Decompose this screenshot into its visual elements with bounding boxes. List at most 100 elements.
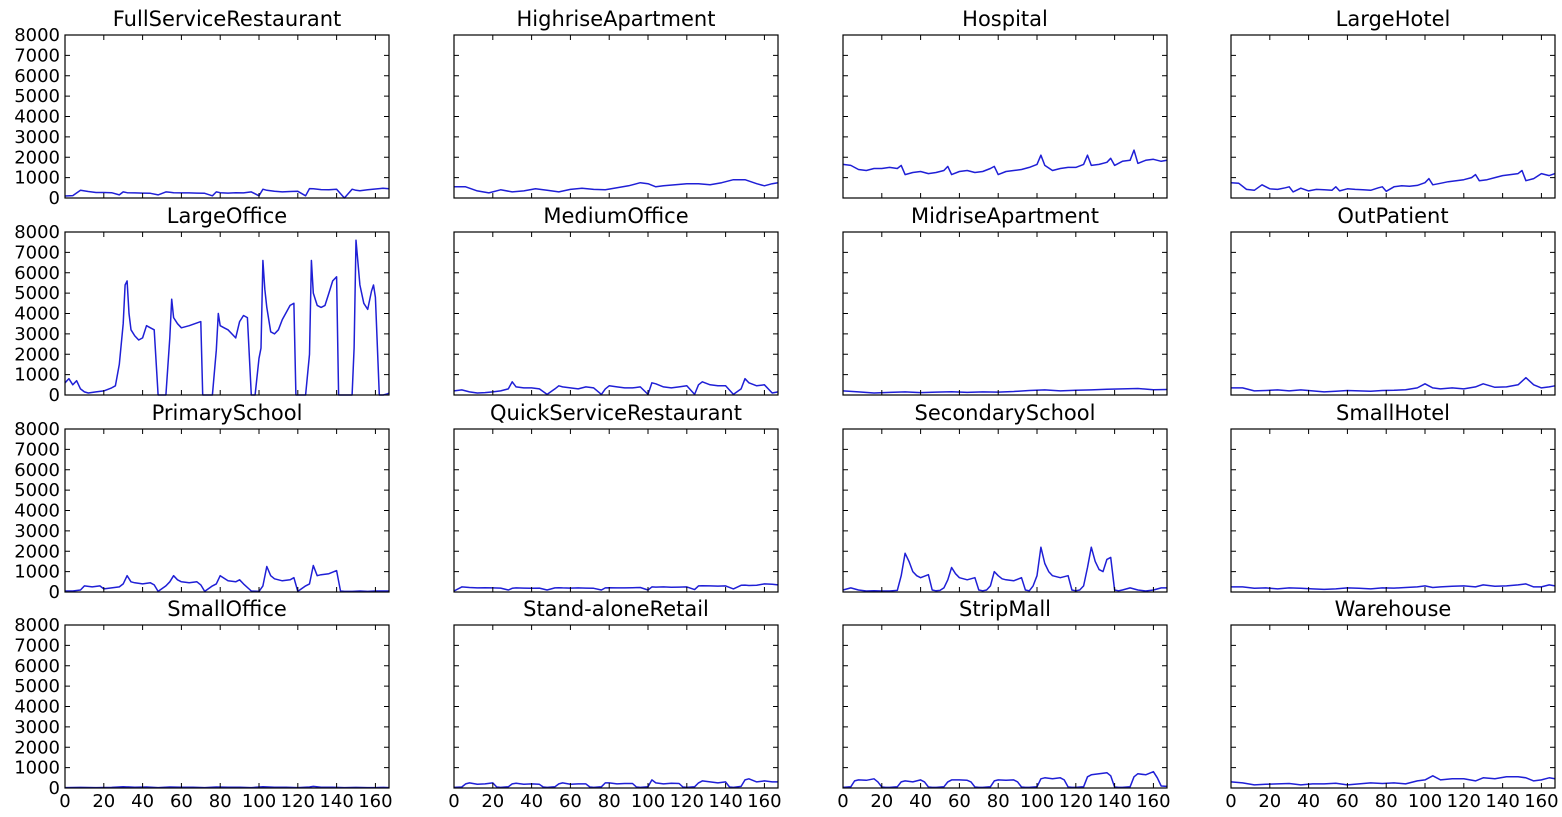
series-line xyxy=(842,387,1168,394)
x-tick-label: 120 xyxy=(1059,791,1093,812)
series-line xyxy=(453,583,779,592)
panel-stand-aloneretail: Stand-aloneRetail 0 20 40 60 80 100 120 140 160 xyxy=(448,597,781,812)
plot-frame xyxy=(453,231,779,396)
plot-frame xyxy=(64,428,390,593)
plot-frame xyxy=(453,34,779,199)
y-tick-label: 4000 xyxy=(14,304,60,325)
panel-title: SmallHotel xyxy=(1336,401,1450,425)
x-tick-label: 80 xyxy=(987,791,1010,812)
x-tick-label: 0 xyxy=(448,791,459,812)
panel-title: Warehouse xyxy=(1335,597,1452,621)
y-tick-label: 4000 xyxy=(14,697,60,718)
panel-largehotel: LargeHotel xyxy=(1230,7,1556,199)
y-tick-label: 7000 xyxy=(14,635,60,656)
panel-largeoffice: LargeOffice 01000200030004000500060007000… xyxy=(14,204,390,406)
y-tick-label: 1000 xyxy=(14,365,60,386)
panel-mediumoffice: MediumOffice xyxy=(453,204,779,396)
panel-title: LargeHotel xyxy=(1336,7,1451,31)
panel-hospital: Hospital xyxy=(842,7,1168,199)
x-tick-label: 40 xyxy=(1297,791,1320,812)
x-tick-label: 160 xyxy=(1136,791,1170,812)
x-tick-label: 60 xyxy=(948,791,971,812)
plot-frame xyxy=(1230,428,1556,593)
x-tick-label: 0 xyxy=(1225,791,1236,812)
y-tick-label: 5000 xyxy=(14,480,60,501)
series-line xyxy=(842,546,1167,592)
panel-highriseapartment: HighriseApartment xyxy=(453,7,779,199)
panel-title: StripMall xyxy=(959,597,1051,621)
x-tick-label: 80 xyxy=(598,791,621,812)
x-tick-label: 120 xyxy=(670,791,704,812)
panel-smallhotel: SmallHotel xyxy=(1230,401,1556,593)
series-line xyxy=(454,178,779,194)
y-tick-label: 8000 xyxy=(14,25,60,46)
x-tick-label: 100 xyxy=(1408,791,1442,812)
y-tick-label: 5000 xyxy=(14,283,60,304)
y-tick-label: 1000 xyxy=(14,758,60,779)
y-tick-label: 2000 xyxy=(14,147,60,168)
y-tick-label: 8000 xyxy=(14,615,60,636)
x-tick-label: 140 xyxy=(1097,791,1131,812)
plot-frame xyxy=(1230,624,1556,789)
series-line xyxy=(1230,169,1556,193)
panel-title: PrimarySchool xyxy=(152,401,303,425)
y-tick-label: 6000 xyxy=(14,263,60,284)
panel-title: MediumOffice xyxy=(543,204,688,228)
panel-title: LargeOffice xyxy=(167,204,287,228)
x-tick-label: 80 xyxy=(1375,791,1398,812)
y-tick-label: 2000 xyxy=(14,541,60,562)
y-tick-label: 0 xyxy=(49,778,60,799)
panel-title: OutPatient xyxy=(1337,204,1448,228)
panel-title: MidriseApartment xyxy=(911,204,1099,228)
y-tick-label: 0 xyxy=(49,385,60,406)
plot-frame xyxy=(64,231,390,396)
series-line xyxy=(453,377,779,396)
y-tick-label: 7000 xyxy=(14,439,60,460)
y-tick-label: 0 xyxy=(49,188,60,209)
x-tick-label: 140 xyxy=(1485,791,1519,812)
y-tick-label: 4000 xyxy=(14,501,60,522)
panel-warehouse: Warehouse 0 20 40 60 80 100 120 140 160 xyxy=(1225,597,1558,812)
y-tick-label: 0 xyxy=(49,582,60,603)
series-line xyxy=(1230,775,1556,786)
x-tick-label: 0 xyxy=(837,791,848,812)
x-tick-label: 40 xyxy=(131,791,154,812)
plot-frame xyxy=(453,624,779,789)
y-tick-label: 2000 xyxy=(14,344,60,365)
panel-title: SmallOffice xyxy=(167,597,287,621)
panel-outpatient: OutPatient xyxy=(1230,204,1556,396)
x-tick-label: 120 xyxy=(281,791,315,812)
panel-title: Hospital xyxy=(962,7,1048,31)
series-line xyxy=(64,187,390,199)
y-tick-label: 6000 xyxy=(14,656,60,677)
x-tick-label: 100 xyxy=(242,791,276,812)
y-tick-label: 6000 xyxy=(14,66,60,87)
x-tick-label: 140 xyxy=(319,791,353,812)
plot-frame xyxy=(842,231,1168,396)
x-tick-label: 20 xyxy=(1258,791,1281,812)
panel-title: FullServiceRestaurant xyxy=(113,7,342,31)
plot-frame xyxy=(1230,34,1556,199)
x-tick-label: 80 xyxy=(209,791,232,812)
x-tick-label: 100 xyxy=(631,791,665,812)
x-tick-label: 140 xyxy=(708,791,742,812)
x-tick-label: 160 xyxy=(1524,791,1558,812)
x-tick-label: 40 xyxy=(520,791,543,812)
y-tick-label: 7000 xyxy=(14,242,60,263)
series-line xyxy=(64,239,390,396)
x-tick-label: 20 xyxy=(870,791,893,812)
y-tick-label: 3000 xyxy=(14,521,60,542)
x-tick-label: 20 xyxy=(92,791,115,812)
panel-smalloffice: SmallOffice01000200030004000500060007000… xyxy=(14,597,392,812)
y-tick-label: 4000 xyxy=(14,107,60,128)
y-tick-label: 1000 xyxy=(14,168,60,189)
y-tick-label: 7000 xyxy=(14,45,60,66)
x-tick-label: 100 xyxy=(1020,791,1054,812)
y-tick-label: 5000 xyxy=(14,86,60,107)
y-tick-label: 3000 xyxy=(14,127,60,148)
panel-quickservicerestaurant: QuickServiceRestaurant xyxy=(453,401,779,593)
panel-title: HighriseApartment xyxy=(517,7,716,31)
y-tick-label: 3000 xyxy=(14,717,60,738)
series-line xyxy=(65,564,389,593)
